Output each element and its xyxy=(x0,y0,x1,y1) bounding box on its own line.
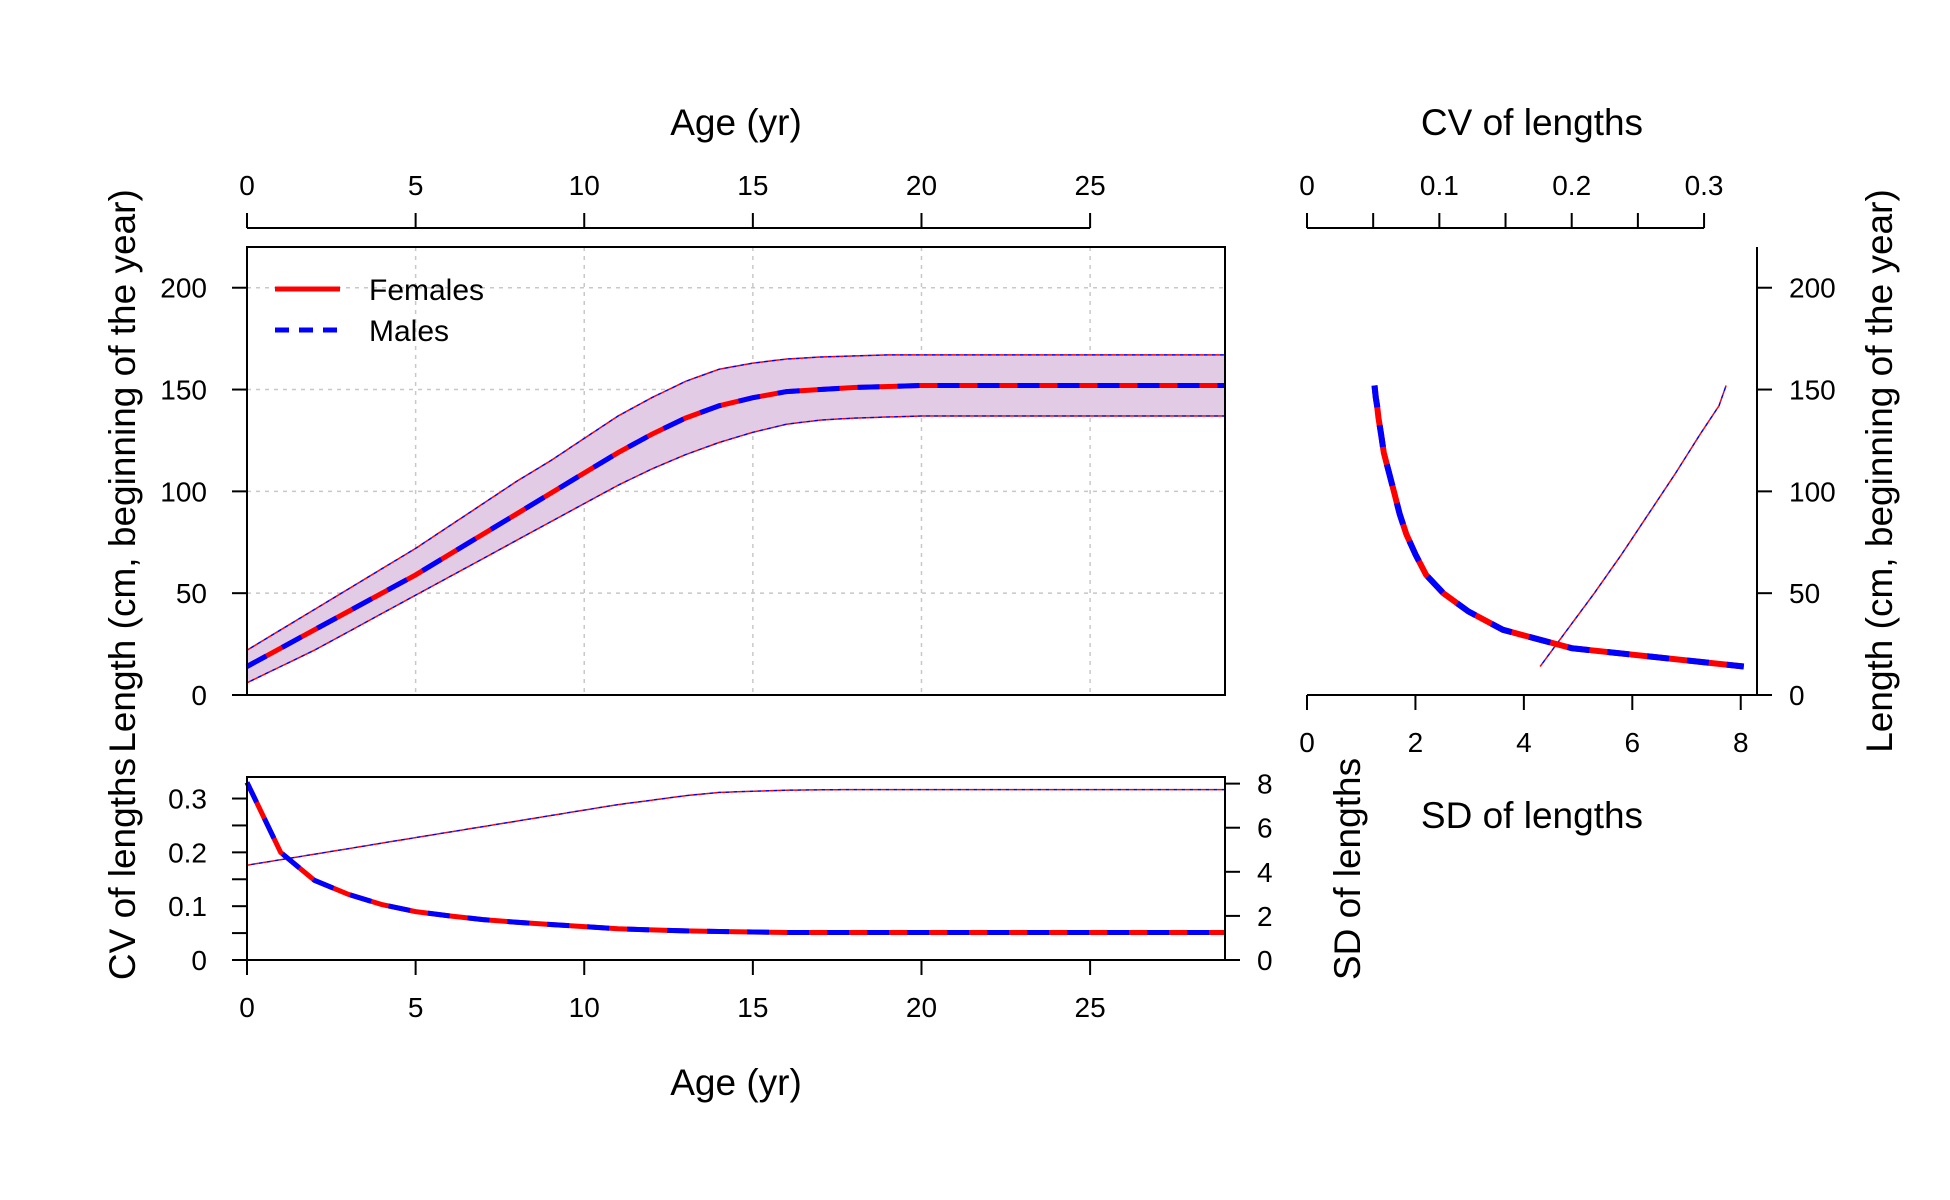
variability-by-age-plot-box xyxy=(246,776,1226,961)
y-tick-label: 0 xyxy=(1257,945,1273,976)
growth-lower-bound-males xyxy=(246,415,1225,684)
x-tick-label: 8 xyxy=(1733,727,1749,758)
growth-upper-bound-males xyxy=(246,354,1225,651)
sd-bottom-x-axis-title: SD of lengths xyxy=(1421,795,1643,836)
length-right-y-axis-title: Length (cm, beginning of the year) xyxy=(1859,189,1900,753)
x-tick-label: 20 xyxy=(906,992,937,1023)
growth-lower-bound-females xyxy=(246,415,1225,684)
variability-vs-length-plot-area xyxy=(1307,247,1757,695)
y-tick-label: 2 xyxy=(1257,901,1273,932)
x-tick-label: 5 xyxy=(408,170,424,201)
y-tick-label: 0 xyxy=(191,680,207,711)
length-right-y-axis: 0 50 100 150 200 xyxy=(1757,273,1836,711)
x-tick-label: 0 xyxy=(1299,727,1315,758)
growth-plot-box xyxy=(246,246,1226,696)
y-tick-label: 0.3 xyxy=(168,784,207,815)
variability-vs-length-panel: 0 0.1 0.2 0.3 0 2 4 6 8 0 50 100 150 200 CV of leng… xyxy=(1299,102,1900,836)
x-tick-label: 10 xyxy=(569,170,600,201)
growth-top-x-axis: 0 5 10 15 20 25 xyxy=(239,170,1106,229)
y-tick-label: 0 xyxy=(191,945,207,976)
y-tick-label: 6 xyxy=(1257,813,1273,844)
sd-y-axis: 0 2 4 6 8 xyxy=(1225,769,1273,976)
x-tick-label: 6 xyxy=(1625,727,1641,758)
growth-line-males xyxy=(245,383,1225,669)
y-tick-label: 0.2 xyxy=(168,837,207,868)
x-tick-label: 0 xyxy=(1299,170,1315,201)
growth-panel: 0 5 10 15 20 25 0 50 100 150 200 Age (yr) Length … xyxy=(102,102,1226,753)
length-vs-cv-line-males xyxy=(1371,385,1745,670)
y-tick-label: 50 xyxy=(176,578,207,609)
x-tick-label: 10 xyxy=(569,992,600,1023)
x-tick-label: 4 xyxy=(1516,727,1532,758)
x-tick-label: 0.1 xyxy=(1420,170,1459,201)
y-tick-label: 0.1 xyxy=(168,891,207,922)
y-tick-label: 50 xyxy=(1789,578,1820,609)
growth-left-y-axis: 0 50 100 150 200 xyxy=(160,273,247,711)
y-tick-label: 0 xyxy=(1789,680,1805,711)
x-tick-label: 25 xyxy=(1075,992,1106,1023)
x-tick-label: 0 xyxy=(239,992,255,1023)
x-tick-label: 20 xyxy=(906,170,937,201)
growth-x-axis-title: Age (yr) xyxy=(670,102,802,143)
growth-plot-area xyxy=(247,247,1225,695)
cv-by-age-line-males xyxy=(244,781,1225,935)
cv-y-axis-title: CV of lengths xyxy=(102,758,143,980)
variability-by-age-panel: 0 5 10 15 20 25 0 0.1 0.2 0.3 0 2 4 6 8 Age (yr) CV … xyxy=(102,758,1368,1103)
legend-label-males: Males xyxy=(369,315,449,348)
sd-bottom-x-axis: 0 2 4 6 8 xyxy=(1299,695,1749,758)
x-tick-label: 15 xyxy=(737,170,768,201)
y-tick-label: 8 xyxy=(1257,769,1273,800)
cv-top-x-axis-title: CV of lengths xyxy=(1421,102,1643,143)
variability-by-age-x-axis-title: Age (yr) xyxy=(670,1062,802,1103)
legend-label-females: Females xyxy=(369,274,484,307)
growth-legend: Females Males xyxy=(275,274,484,348)
cv-y-axis: 0 0.1 0.2 0.3 xyxy=(168,784,247,976)
y-tick-label: 150 xyxy=(160,375,207,406)
length-vs-sd-line-females xyxy=(1539,385,1727,667)
y-tick-label: 100 xyxy=(1789,476,1836,507)
sd-y-axis-title: SD of lengths xyxy=(1327,758,1368,980)
x-tick-label: 0.2 xyxy=(1552,170,1591,201)
x-tick-label: 0 xyxy=(239,170,255,201)
x-tick-label: 5 xyxy=(408,992,424,1023)
y-tick-label: 200 xyxy=(160,273,207,304)
x-tick-label: 15 xyxy=(737,992,768,1023)
variability-by-age-x-axis: 0 5 10 15 20 25 xyxy=(239,960,1106,1023)
x-tick-label: 25 xyxy=(1075,170,1106,201)
y-tick-label: 4 xyxy=(1257,857,1273,888)
growth-y-axis-title: Length (cm, beginning of the year) xyxy=(102,189,143,753)
x-tick-label: 0.3 xyxy=(1685,170,1724,201)
x-tick-label: 2 xyxy=(1408,727,1424,758)
y-tick-label: 150 xyxy=(1789,375,1836,406)
cv-top-x-axis: 0 0.1 0.2 0.3 xyxy=(1299,170,1724,229)
length-vs-sd-line-males xyxy=(1539,385,1727,667)
y-tick-label: 100 xyxy=(160,476,207,507)
sd-by-age-line-males xyxy=(246,788,1225,866)
y-tick-label: 200 xyxy=(1789,273,1836,304)
